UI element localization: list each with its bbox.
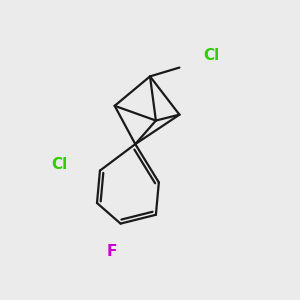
- Text: Cl: Cl: [51, 157, 68, 172]
- Text: Cl: Cl: [203, 48, 219, 63]
- Text: F: F: [106, 244, 117, 259]
